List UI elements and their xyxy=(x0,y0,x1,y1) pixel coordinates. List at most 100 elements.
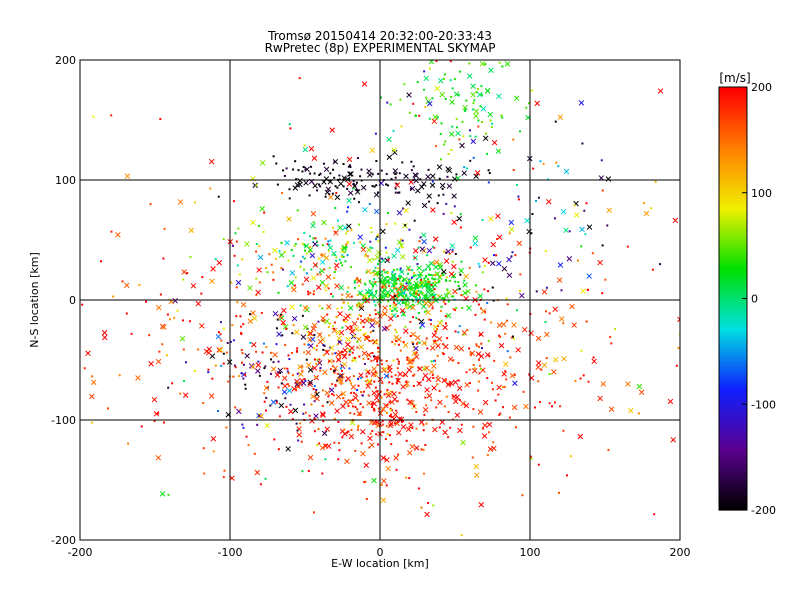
dot-marker xyxy=(301,283,304,286)
dot-marker xyxy=(348,353,351,356)
dot-marker xyxy=(353,281,356,284)
cross-marker xyxy=(437,77,444,84)
cross-marker xyxy=(403,328,409,334)
dot-marker xyxy=(365,369,368,372)
dot-marker xyxy=(365,498,368,501)
colorbar-gradient xyxy=(719,87,747,511)
colorbar-band xyxy=(719,342,747,346)
colorbar-band xyxy=(719,240,747,244)
chart-title: Tromsø 20150414 20:32:00-20:33:43 xyxy=(267,29,492,43)
cross-marker xyxy=(472,240,479,247)
cross-marker xyxy=(361,350,368,357)
dot-marker xyxy=(499,335,502,338)
dot-marker xyxy=(81,303,84,306)
dot-marker xyxy=(369,319,372,322)
cross-marker xyxy=(432,114,439,120)
dot-marker xyxy=(326,401,329,404)
dot-marker xyxy=(239,408,242,411)
dot-marker xyxy=(378,260,381,263)
dot-marker xyxy=(336,379,339,382)
cross-marker xyxy=(278,402,285,409)
cross-marker xyxy=(263,385,270,391)
dot-marker xyxy=(550,405,553,408)
dot-marker xyxy=(303,144,306,147)
cross-marker xyxy=(309,252,316,259)
dot-marker xyxy=(378,303,381,306)
dot-marker xyxy=(677,346,680,349)
dot-marker xyxy=(346,187,349,190)
dot-marker xyxy=(459,226,462,229)
cross-marker xyxy=(255,289,261,296)
colorbar-band xyxy=(719,474,747,478)
dot-marker xyxy=(418,341,421,344)
dot-marker xyxy=(396,378,399,381)
colorbar-band xyxy=(719,354,747,358)
cross-marker xyxy=(452,288,458,295)
dot-marker xyxy=(386,374,389,377)
dot-marker xyxy=(303,403,306,406)
dot-marker xyxy=(512,138,515,141)
cross-marker xyxy=(336,335,343,342)
dot-marker xyxy=(394,191,397,194)
cross-marker xyxy=(366,400,372,406)
dot-marker xyxy=(392,285,395,288)
cross-marker xyxy=(366,379,373,386)
dot-marker xyxy=(364,337,367,340)
cross-marker xyxy=(310,211,317,217)
dot-marker xyxy=(431,277,434,280)
dot-marker xyxy=(438,280,441,283)
dot-marker xyxy=(454,280,457,283)
cross-marker xyxy=(362,293,369,299)
dot-marker xyxy=(358,314,361,317)
colorbar-tick-label: 200 xyxy=(751,81,772,94)
dot-marker xyxy=(100,260,103,263)
cross-marker xyxy=(102,334,108,341)
dot-marker xyxy=(316,344,319,347)
colorbar-band xyxy=(719,294,747,298)
cross-marker xyxy=(425,286,432,292)
dot-marker xyxy=(424,105,427,108)
dot-marker xyxy=(369,240,372,243)
dot-marker xyxy=(313,400,316,403)
dot-marker xyxy=(357,189,360,192)
cross-marker xyxy=(419,322,426,328)
dot-marker xyxy=(569,455,572,458)
dot-marker xyxy=(422,301,425,304)
dot-marker xyxy=(412,343,415,346)
cross-marker xyxy=(541,289,548,295)
dot-marker xyxy=(375,160,378,163)
cross-marker xyxy=(255,368,261,374)
dot-marker xyxy=(255,277,258,280)
dot-marker xyxy=(370,226,373,229)
colorbar-band xyxy=(719,255,747,259)
cross-marker xyxy=(541,362,548,368)
dot-marker xyxy=(416,263,419,266)
cross-marker xyxy=(447,356,454,362)
dot-marker xyxy=(444,379,447,382)
cross-marker xyxy=(403,207,409,214)
dot-marker xyxy=(332,168,335,171)
cross-marker xyxy=(413,353,420,360)
dot-marker xyxy=(357,377,360,380)
dot-marker xyxy=(515,309,518,312)
cross-marker xyxy=(473,173,479,179)
cross-marker xyxy=(435,376,441,383)
dot-marker xyxy=(381,286,384,289)
dot-marker xyxy=(433,359,436,362)
dot-marker xyxy=(127,442,130,445)
dot-marker xyxy=(211,377,214,380)
dot-marker xyxy=(393,280,396,283)
colorbar-band xyxy=(719,165,747,169)
dot-marker xyxy=(324,458,327,461)
dot-marker xyxy=(350,382,353,385)
colorbar-band xyxy=(719,417,747,421)
dot-marker xyxy=(404,325,407,328)
cross-marker xyxy=(181,269,187,275)
cross-marker xyxy=(371,390,377,396)
dot-marker xyxy=(301,255,304,258)
dot-marker xyxy=(328,360,331,363)
dot-marker xyxy=(389,409,392,412)
cross-marker xyxy=(306,331,312,337)
dot-marker xyxy=(425,285,428,288)
cross-marker xyxy=(328,387,335,393)
